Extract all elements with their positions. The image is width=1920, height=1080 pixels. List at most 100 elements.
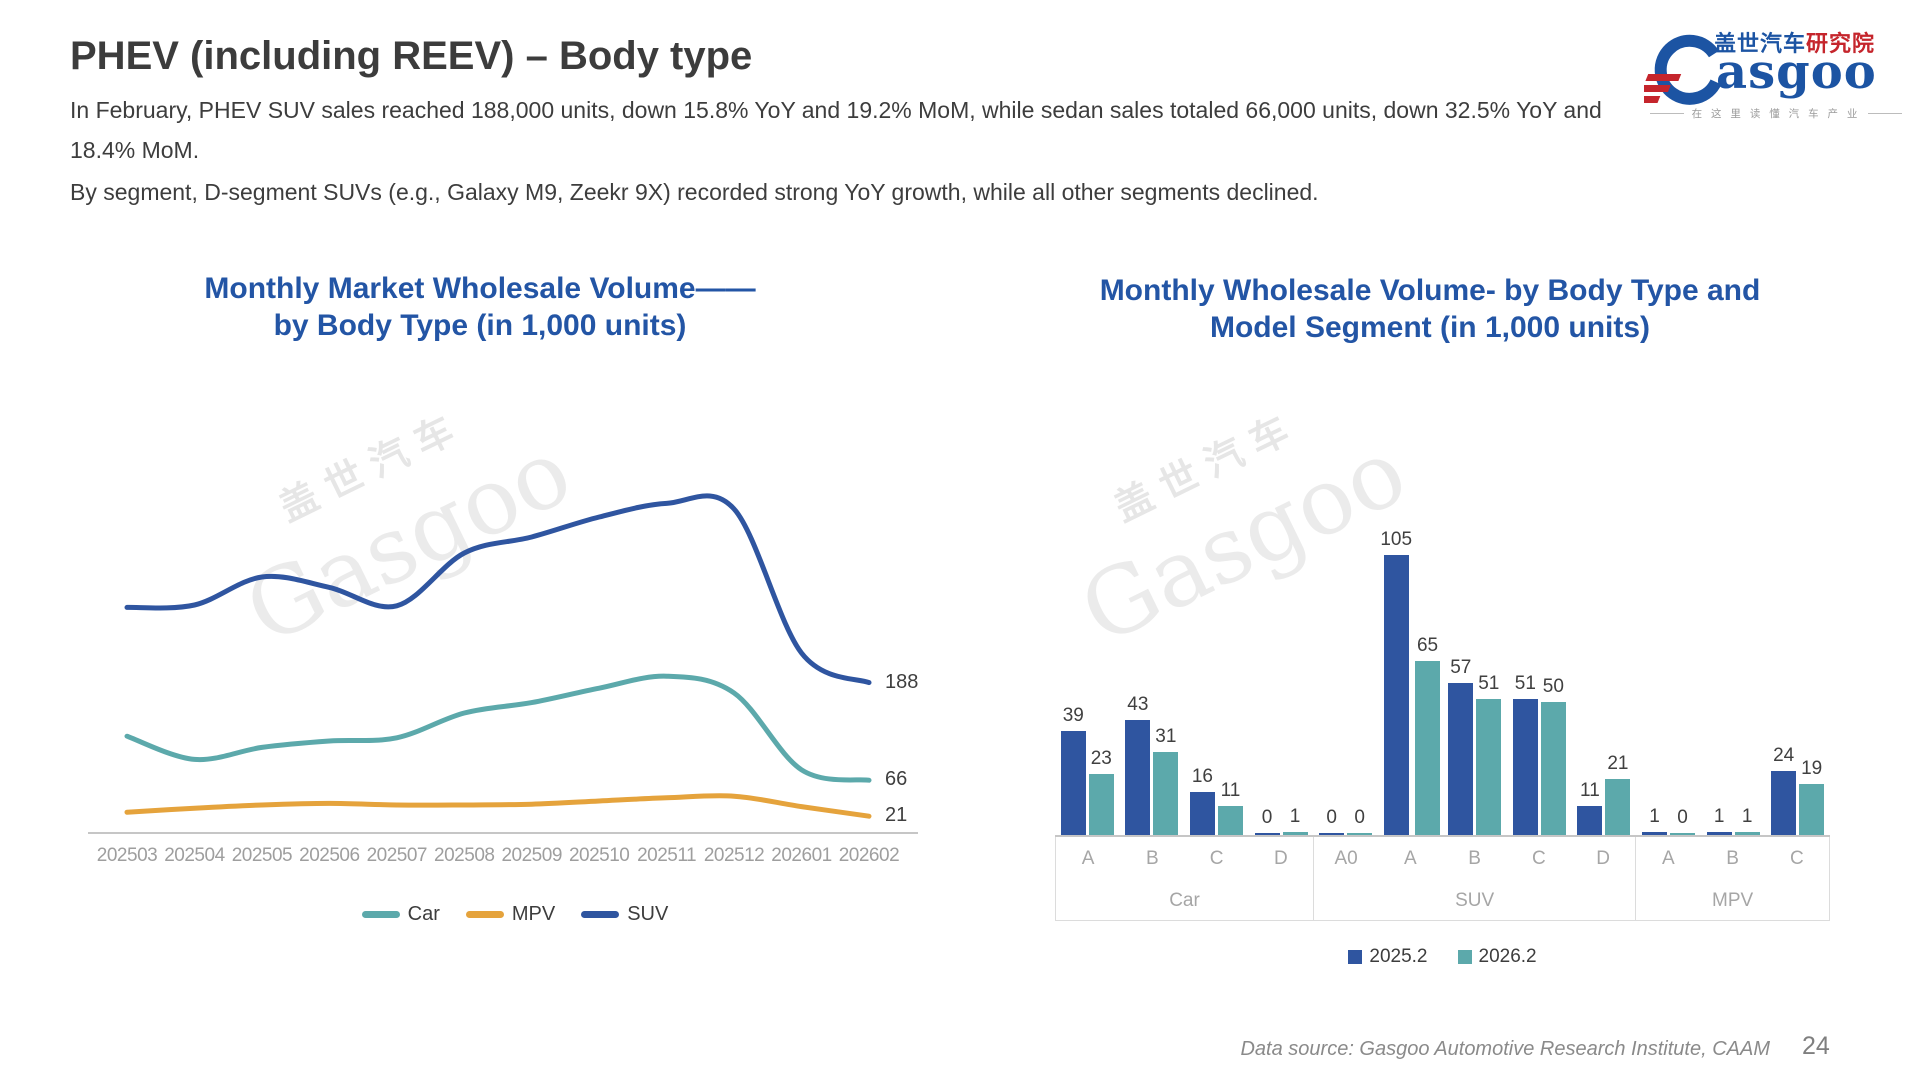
bar-2025.2-Car-C: 16	[1189, 528, 1215, 835]
bar-group-Car: 39 23 43 31 16 11 0 1	[1055, 528, 1313, 835]
bar-segment-MPV-C: 24 19	[1765, 528, 1830, 835]
legend-swatch-2025.2	[1348, 950, 1363, 964]
body-type-label-Car: Car	[1169, 889, 1200, 911]
line-chart-axis-line	[88, 832, 918, 834]
bar-2025.2-Car-B: 43	[1125, 528, 1151, 835]
bar-chart-category-axis: A B C D Car A0 A B C D SUV A B C MPV	[1055, 835, 1830, 921]
segment-label-SUV-D: D	[1596, 848, 1610, 869]
bar-segment-Car-A: 39 23	[1055, 528, 1120, 835]
bar-segment-SUV-A: 105 65	[1378, 528, 1443, 835]
legend-swatch-2026.2	[1457, 950, 1472, 964]
axis-group-MPV: A B C MPV	[1636, 837, 1830, 921]
gasgoo-logo: 盖世汽车研究院 asgoo 在 这 里 读 懂 汽 车 产 业	[1638, 18, 1914, 120]
bar-chart-title-line1: Monthly Wholesale Volume- by Body Type a…	[1099, 274, 1761, 307]
bar-chart-legend: 2025.2 2026.2	[1055, 946, 1830, 968]
bar-value-label: 105	[1380, 528, 1413, 550]
x-axis-label: 202602	[838, 845, 900, 866]
page-title: PHEV (including REEV) – Body type	[70, 34, 753, 78]
bar-2025.2-SUV-B: 57	[1448, 528, 1474, 835]
bar-value-label: 39	[1062, 704, 1084, 726]
line-chart-x-axis: 202503 202504 202505 202506 202507 202508 2025…	[85, 845, 945, 871]
body-type-label-SUV: SUV	[1455, 889, 1495, 911]
bar-2025.2-SUV-D: 11	[1577, 528, 1603, 835]
watermark-chinese: 盖世汽车	[1108, 404, 1307, 530]
body-type-label-MPV: MPV	[1712, 889, 1754, 911]
bar-2025.2-Car-A: 39	[1060, 528, 1086, 835]
logo-chinese-main: 盖世汽车	[1714, 31, 1807, 56]
line-chart-legend: Car MPV SUV	[85, 903, 945, 926]
bar-rect	[1476, 698, 1502, 835]
bar-2026.2-MPV-B: 1	[1734, 528, 1760, 835]
bar-rect	[1319, 832, 1345, 835]
line-chart-title: Monthly Market Wholesale Volume—— by Bod…	[100, 270, 860, 344]
segment-label-SUV-C: C	[1532, 848, 1546, 869]
bar-segment-SUV-B: 57 51	[1442, 528, 1507, 835]
line-series-Car	[124, 673, 872, 783]
bar-rect	[1734, 832, 1760, 835]
bar-value-label: 16	[1191, 766, 1213, 788]
end-label-Car: 66	[885, 768, 908, 791]
bar-value-label: 0	[1326, 806, 1337, 828]
bar-value-label: 24	[1773, 744, 1795, 766]
bar-rect	[1577, 805, 1603, 835]
line-chart-title-line2: by Body Type (in 1,000 units)	[273, 309, 687, 342]
bar-value-label: 1	[1649, 806, 1660, 828]
logo-tagline: 在 这 里 读 懂 汽 车 产 业	[1638, 106, 1914, 121]
bar-rect	[1771, 770, 1797, 835]
bar-value-label: 65	[1416, 635, 1439, 657]
bar-value-label: 57	[1450, 656, 1472, 678]
bar-value-label: 0	[1261, 806, 1273, 828]
legend-item-2025.2: 2025.2	[1348, 946, 1428, 968]
logo-chinese-title: 盖世汽车研究院	[1714, 26, 1875, 58]
logo-wordmark: asgoo	[1716, 44, 1877, 100]
bar-2026.2-Car-D: 1	[1282, 528, 1308, 835]
bar-chart-title-line2: Model Segment (in 1,000 units)	[1209, 311, 1651, 344]
bar-value-label: 19	[1801, 758, 1823, 780]
legend-item-2026.2: 2026.2	[1457, 946, 1537, 968]
bar-group-MPV: 1 0 1 1 24 19	[1636, 528, 1830, 835]
bar-2026.2-Car-B: 31	[1153, 528, 1179, 835]
bar-2026.2-Car-C: 11	[1217, 528, 1243, 835]
bar-rect	[1282, 832, 1308, 835]
bar-2025.2-Car-D: 0	[1254, 528, 1280, 835]
legend-label: 2026.2	[1478, 946, 1537, 967]
tagline-rule-right	[1868, 113, 1903, 114]
bar-2025.2-SUV-A0: 0	[1319, 528, 1345, 835]
legend-item-Car: Car	[361, 903, 440, 926]
bar-2025.2-SUV-A: 105	[1380, 528, 1412, 835]
segment-label-Car-D: D	[1274, 848, 1288, 869]
segment-label-SUV-B: B	[1468, 848, 1481, 869]
bar-rect	[1347, 832, 1373, 835]
legend-item-MPV: MPV	[465, 903, 555, 926]
line-chart-title-line1: Monthly Market Wholesale Volume——	[204, 272, 756, 305]
segment-label-MPV-A: A	[1662, 848, 1675, 869]
bar-chart-title: Monthly Wholesale Volume- by Body Type a…	[1010, 272, 1850, 346]
bar-segment-Car-B: 43 31	[1120, 528, 1185, 835]
bar-2026.2-SUV-A0: 0	[1347, 528, 1373, 835]
data-source-note: Data source: Gasgoo Automotive Research …	[1240, 1038, 1770, 1060]
x-axis-label: 202511	[637, 845, 697, 866]
bar-value-label: 21	[1607, 752, 1629, 774]
bar-2026.2-MPV-C: 19	[1799, 528, 1825, 835]
end-label-MPV: 21	[885, 804, 908, 827]
bar-rect	[1254, 832, 1280, 835]
bar-rect	[1799, 784, 1825, 835]
x-axis-label: 202601	[771, 845, 832, 866]
x-axis-label: 202510	[568, 845, 630, 866]
x-axis-label: 202506	[299, 845, 360, 866]
bar-value-label: 50	[1542, 675, 1564, 697]
segment-label-Car-A: A	[1081, 848, 1095, 869]
x-axis-label: 202508	[434, 845, 495, 866]
segment-label-Car-B: B	[1146, 848, 1159, 869]
segment-label-MPV-C: C	[1790, 848, 1804, 869]
bar-segment-SUV-C: 51 50	[1507, 528, 1572, 835]
x-axis-label: 202503	[96, 845, 158, 866]
bar-rect	[1088, 773, 1114, 835]
page-summary: In February, PHEV SUV sales reached 188,…	[70, 90, 1630, 214]
gasgoo-g-mark-icon	[1644, 34, 1722, 105]
bar-2025.2-MPV-C: 24	[1771, 528, 1797, 835]
bar-rect	[1060, 730, 1086, 835]
